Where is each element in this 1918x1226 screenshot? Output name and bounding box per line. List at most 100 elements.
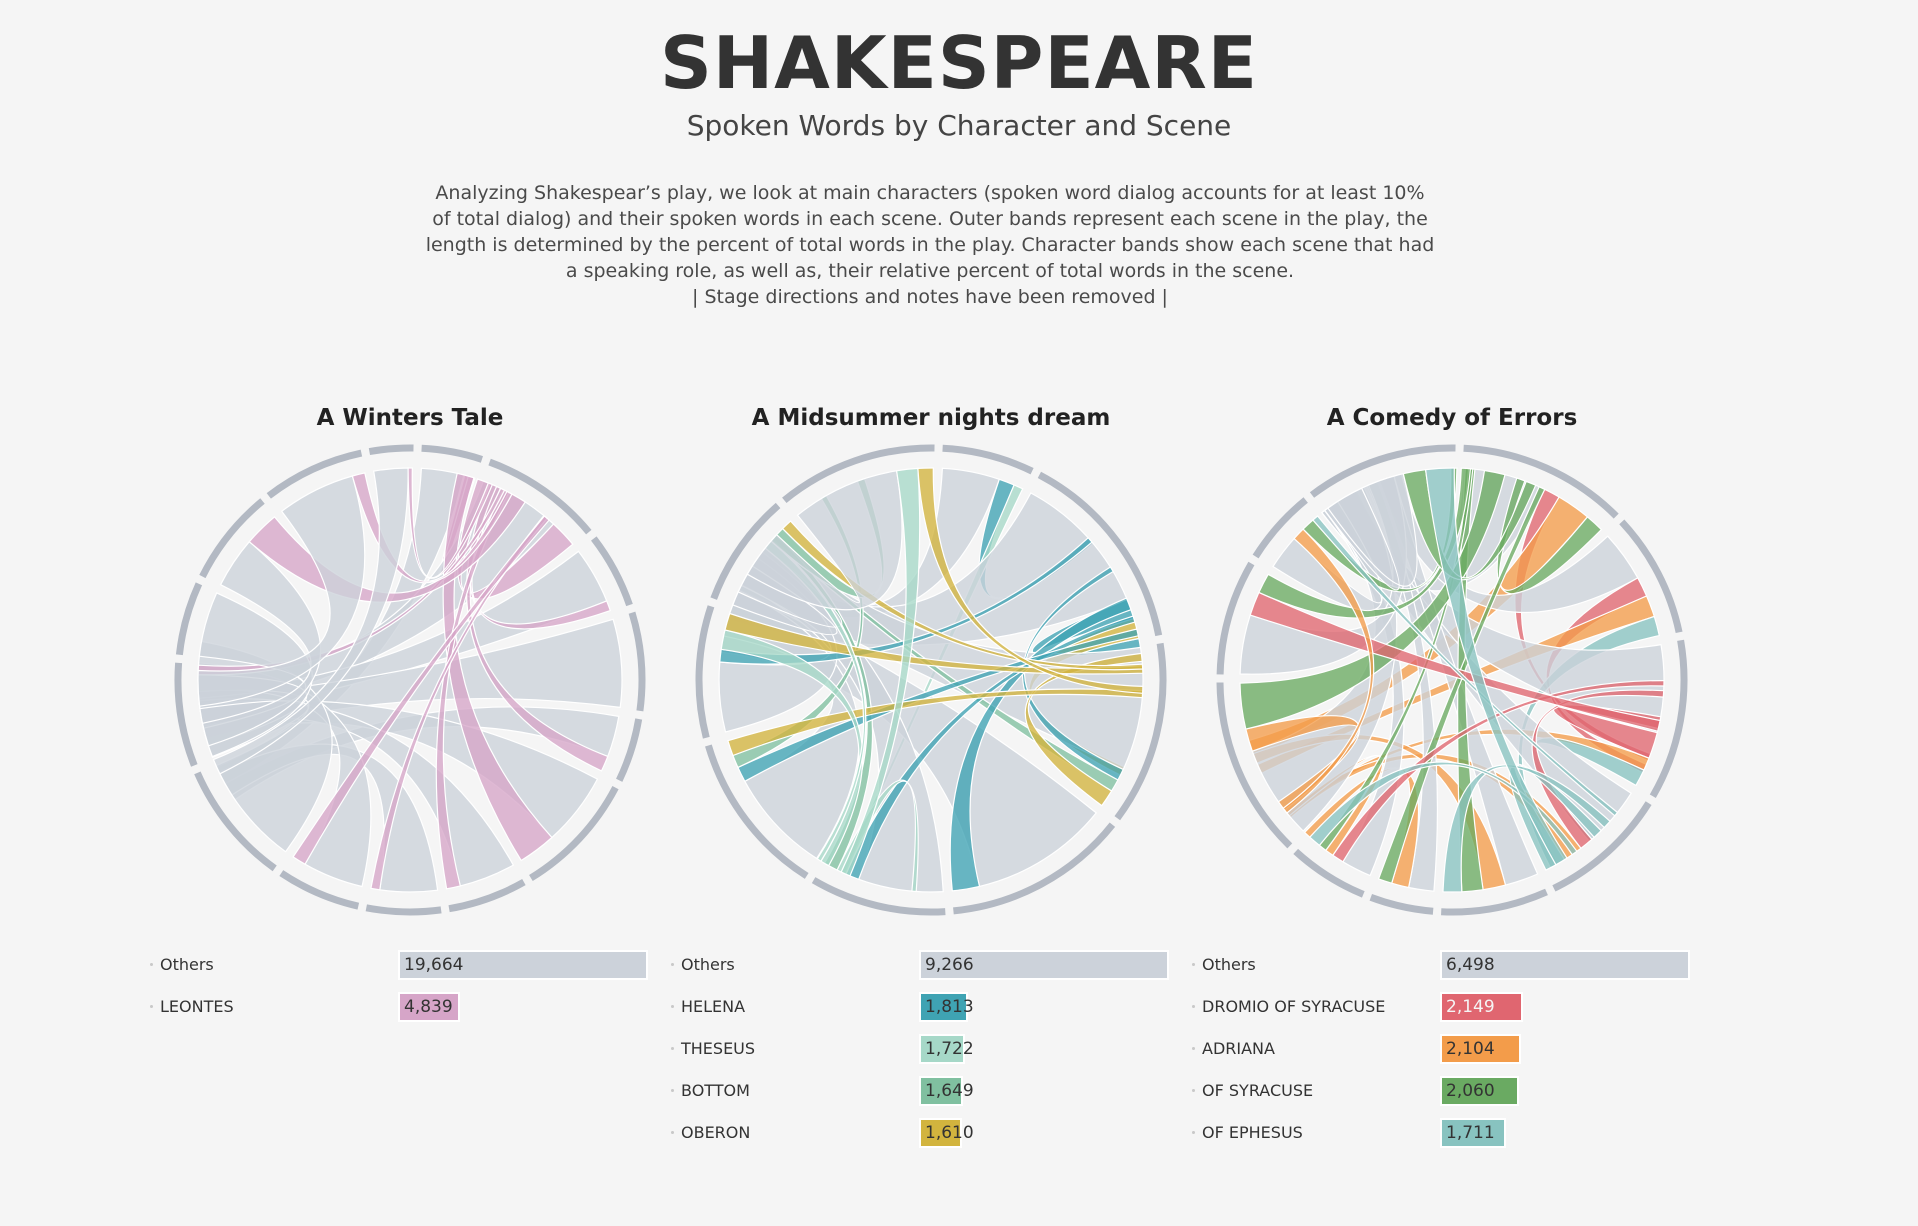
legend-bar-bottom xyxy=(919,1076,964,1106)
scene-arc xyxy=(616,718,643,782)
legend-name: OF EPHESUS xyxy=(1202,1123,1303,1142)
legend-bar-adriana xyxy=(1440,1034,1521,1064)
scene-arc xyxy=(811,877,946,916)
chart-panel-winters-tale: A Winters Tale Others 19,664 LEONTES 4,839 xyxy=(150,395,670,1195)
scene-arc xyxy=(1309,444,1456,498)
legend-dot xyxy=(1192,1089,1195,1092)
legend-dot xyxy=(150,963,153,966)
legend-bar-theseus xyxy=(919,1034,966,1064)
scene-arc xyxy=(1649,639,1688,798)
legend-value: 1,722 xyxy=(925,1039,974,1059)
scene-arc xyxy=(1552,801,1652,892)
chart-panel-comedy-of-errors: A Comedy of Errors Others 6,498 DROMIO OF … xyxy=(1192,395,1712,1195)
ribbon-of-syracuse xyxy=(1496,477,1603,595)
legend-row-adriana: ADRIANA 2,104 xyxy=(1192,1034,1712,1064)
legend-name: ADRIANA xyxy=(1202,1039,1275,1058)
legend-name: OBERON xyxy=(681,1123,751,1142)
scene-arc xyxy=(705,744,809,879)
description-line: | Stage directions and notes have been r… xyxy=(692,286,1168,308)
description-line: of total dialog) and their spoken words … xyxy=(432,208,1428,230)
ribbon-oberon xyxy=(917,467,1144,694)
scene-arc xyxy=(1252,497,1308,559)
ribbon-of-syracuse xyxy=(1239,469,1506,730)
legend-bar-dromio-of-syracuse xyxy=(1440,992,1523,1022)
description-line: length is determined by the percent of t… xyxy=(425,234,1435,256)
scene-arc xyxy=(942,444,1034,475)
description-line: a speaking role, as well as, their relat… xyxy=(565,260,1295,282)
legend-value: 2,104 xyxy=(1446,1039,1495,1059)
ribbon-of-syracuse xyxy=(1377,486,1546,884)
ribbon-leontes xyxy=(197,487,506,676)
legend-row-helena: HELENA 1,813 xyxy=(671,992,1191,1022)
legend-row-of-syracuse: OF SYRACUSE 2,060 xyxy=(1192,1076,1712,1106)
legend-row-others: Others 6,498 xyxy=(1192,950,1712,980)
scene-arc xyxy=(782,444,935,504)
ribbons-group xyxy=(1239,467,1665,893)
ribbon-dromio-of-syracuse xyxy=(1331,679,1665,863)
chord-diagram xyxy=(1216,444,1688,916)
legend-bar-of-ephesus xyxy=(1440,1118,1506,1148)
legend-row-theseus: THESEUS 1,722 xyxy=(671,1034,1191,1064)
legend-dot xyxy=(150,1005,153,1008)
scene-arc xyxy=(368,444,414,456)
legend-value: 9,266 xyxy=(925,955,974,975)
scene-arc xyxy=(194,771,277,872)
scene-arc xyxy=(365,904,442,916)
scene-arc xyxy=(279,870,360,910)
ribbon-oberon xyxy=(781,520,1144,671)
scene-arc xyxy=(1216,561,1255,675)
legend-value: 1,711 xyxy=(1446,1123,1495,1143)
description-line: Analyzing Shakespear’s play, we look at … xyxy=(435,182,1425,204)
chart-title: A Comedy of Errors xyxy=(1326,405,1578,431)
legend-row-bottom: BOTTOM 1,649 xyxy=(671,1076,1191,1106)
ribbon-of-ephesus xyxy=(1442,764,1611,893)
legend-value: 2,060 xyxy=(1446,1081,1495,1101)
legend-bar-oberon xyxy=(919,1118,963,1148)
scene-arc xyxy=(448,879,526,913)
legend-bar-others xyxy=(1440,950,1690,980)
ribbon-adriana xyxy=(1282,528,1375,814)
legend-bar-leontes xyxy=(398,992,460,1022)
scene-arc xyxy=(710,502,781,600)
legend-bar-of-syracuse xyxy=(1440,1076,1520,1106)
legend-name: Others xyxy=(681,955,735,974)
chart-title: A Midsummer nights dream xyxy=(751,405,1111,431)
scene-arc xyxy=(175,582,203,656)
description: Analyzing Shakespear’s play, we look at … xyxy=(420,180,1440,310)
legend-row-others: Others 9,266 xyxy=(671,950,1191,980)
legend-name: DROMIO OF SYRACUSE xyxy=(1202,997,1386,1016)
scene-arc xyxy=(1216,682,1293,849)
legend-bar-others xyxy=(919,950,1169,980)
legend-dot xyxy=(1192,963,1195,966)
legend-dot xyxy=(671,1089,674,1092)
scene-arc xyxy=(488,458,592,535)
legend-dot xyxy=(1192,1005,1195,1008)
scene-arc xyxy=(953,822,1116,915)
chord-diagram xyxy=(174,444,646,916)
ribbon-theseus xyxy=(836,779,919,893)
ribbon-others xyxy=(212,467,409,775)
ribbon-theseus xyxy=(840,467,921,877)
scene-arc xyxy=(199,498,265,579)
chord-diagram xyxy=(695,444,1167,916)
ribbon-dromio-of-syracuse xyxy=(1531,689,1665,850)
ribbon-oberon xyxy=(1024,652,1143,807)
chart-title: A Winters Tale xyxy=(316,405,504,431)
legend-dot xyxy=(1192,1047,1195,1050)
legend-name: Others xyxy=(1202,955,1256,974)
scene-arc xyxy=(1037,471,1163,637)
legend-name: LEONTES xyxy=(160,997,234,1016)
legend-name: BOTTOM xyxy=(681,1081,750,1100)
scene-arc xyxy=(1441,888,1548,916)
ribbon-leontes xyxy=(407,467,494,579)
page-title: SHAKESPEARE xyxy=(660,21,1258,105)
chart-panel-midsummer-nights-dream: A Midsummer nights dream Others 9,266 HELE… xyxy=(671,395,1191,1195)
scene-arc xyxy=(174,662,198,767)
scene-arc xyxy=(421,444,483,463)
scene-arc xyxy=(1619,519,1683,634)
scene-arc xyxy=(529,785,619,881)
legend-row-oberon: OBERON 1,610 xyxy=(671,1118,1191,1148)
legend-value: 2,149 xyxy=(1446,997,1495,1017)
ribbon-others xyxy=(746,470,903,611)
legend-bar-others xyxy=(398,950,648,980)
